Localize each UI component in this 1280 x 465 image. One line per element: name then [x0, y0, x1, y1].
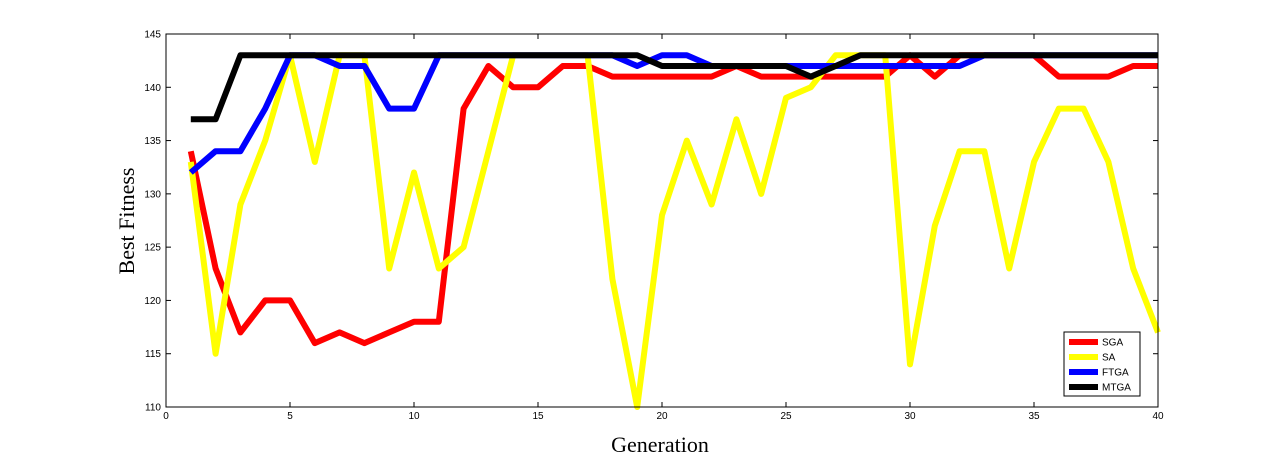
x-tick-label: 40	[1152, 411, 1164, 422]
series-line-mtga	[190, 52, 1158, 123]
y-tick-label: 110	[145, 403, 161, 414]
y-tick-label: 135	[144, 136, 161, 147]
ticks-layer: 0 5 10 15 20 25 30 35 40 110 115 120 125 130 135 140 145	[144, 30, 1164, 423]
y-axis-title: Best Fitness	[114, 168, 139, 275]
x-tick-label: 10	[408, 411, 420, 422]
legend-label-mtga: MTGA	[1102, 383, 1131, 394]
legend-entries: SGA SA FTGA MTGA	[1069, 338, 1131, 394]
y-tick-label: 115	[145, 349, 161, 360]
y-tick-label: 140	[144, 83, 161, 94]
x-tick-label: 20	[656, 411, 668, 422]
y-tick-label: 145	[144, 30, 161, 41]
y-tick-label: 120	[144, 296, 161, 307]
x-tick-label: 25	[780, 411, 792, 422]
x-tick-label: 5	[287, 411, 293, 422]
x-axis-title: Generation	[611, 432, 709, 457]
y-tick-label: 130	[144, 189, 161, 200]
legend-label-sga: SGA	[1102, 338, 1123, 349]
legend-label-ftga: FTGA	[1102, 368, 1129, 379]
legend: SGA SA FTGA MTGA	[1063, 331, 1141, 397]
x-tick-label: 15	[532, 411, 544, 422]
series-layer	[187, 52, 1161, 410]
x-tick-label: 30	[904, 411, 916, 422]
x-tick-label: 35	[1028, 411, 1040, 422]
y-tick-label: 125	[144, 243, 161, 254]
legend-label-sa: SA	[1102, 353, 1116, 364]
x-tick-label: 0	[163, 411, 169, 422]
